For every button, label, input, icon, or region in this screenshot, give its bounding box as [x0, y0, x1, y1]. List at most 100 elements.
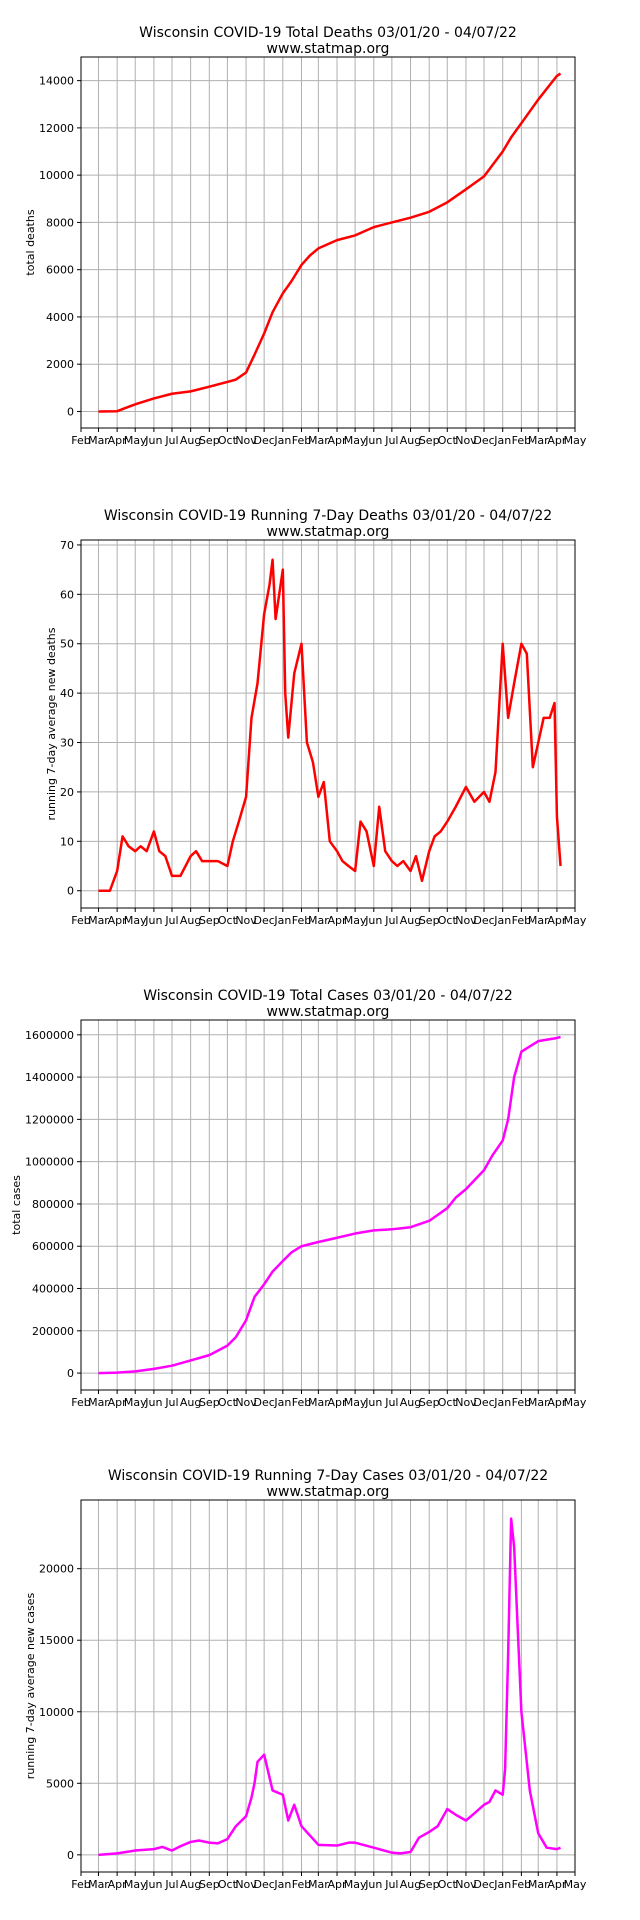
x-tick-label: Dec: [253, 1878, 274, 1891]
y-tick-label: 10000: [39, 1706, 74, 1719]
chart-title: Wisconsin COVID-19 Total Deaths 03/01/20…: [139, 25, 517, 41]
x-tick-label: Jun: [144, 434, 162, 447]
y-tick-label: 8000: [46, 216, 74, 229]
x-tick-label: Dec: [473, 1878, 494, 1891]
x-tick-label: Apr: [328, 1878, 348, 1891]
x-tick-label: May: [124, 434, 147, 447]
x-tick-label: May: [564, 434, 587, 447]
y-tick-label: 0: [67, 1849, 74, 1862]
x-tick-label: May: [564, 1396, 587, 1409]
plot-frame: [80, 1499, 576, 1873]
x-tick-label: Apr: [547, 434, 567, 447]
y-axis-label: total deaths: [24, 209, 37, 275]
x-tick-label: Sep: [199, 434, 220, 447]
x-tick-label: Feb: [512, 1878, 531, 1891]
x-tick-label: Feb: [292, 434, 311, 447]
y-tick-label: 0: [67, 885, 74, 898]
y-tick-label: 1600000: [25, 1029, 74, 1042]
data-series-line: [98, 558, 562, 892]
x-tick-label: Jan: [273, 434, 291, 447]
x-tick-label: Jan: [493, 914, 511, 927]
x-tick-label: Aug: [180, 914, 201, 927]
x-tick-label: Mar: [88, 1396, 109, 1409]
plot-frame: [80, 1019, 576, 1391]
x-tick-label: Oct: [438, 434, 458, 447]
x-tick-label: Feb: [512, 434, 531, 447]
x-tick-label: Oct: [218, 1396, 238, 1409]
x-tick-label: Mar: [88, 914, 109, 927]
x-tick-label: Dec: [473, 914, 494, 927]
x-tick-label: Mar: [308, 1396, 329, 1409]
x-tick-label: Nov: [235, 1878, 257, 1891]
data-series-line: [98, 1035, 561, 1375]
x-tick-label: Feb: [292, 1396, 311, 1409]
x-tick-label: Dec: [253, 914, 274, 927]
x-tick-label: Aug: [400, 434, 421, 447]
x-tick-label: Mar: [528, 1878, 549, 1891]
chart-subtitle: www.statmap.org: [267, 524, 390, 540]
y-tick-label: 50: [60, 638, 74, 651]
y-tick-label: 15000: [39, 1634, 74, 1647]
x-tick-label: Jul: [384, 1396, 398, 1409]
chart-subtitle: www.statmap.org: [267, 41, 390, 57]
x-tick-label: Oct: [218, 434, 238, 447]
y-tick-label: 600000: [32, 1240, 74, 1253]
x-tick-label: Jan: [493, 1396, 511, 1409]
x-tick-label: Apr: [547, 1878, 567, 1891]
x-tick-label: Jul: [384, 1878, 398, 1891]
x-tick-label: Jan: [273, 1878, 291, 1891]
x-tick-label: Feb: [292, 914, 311, 927]
x-tick-label: Jun: [144, 1878, 162, 1891]
x-tick-label: Dec: [473, 434, 494, 447]
y-tick-label: 0: [67, 405, 74, 418]
y-tick-label: 4000: [46, 311, 74, 324]
x-tick-label: Jun: [364, 1396, 382, 1409]
x-tick-label: Apr: [108, 1878, 128, 1891]
x-tick-label: Sep: [419, 1396, 440, 1409]
x-tick-label: Apr: [108, 434, 128, 447]
y-tick-label: 20000: [39, 1563, 74, 1576]
x-tick-label: Mar: [528, 914, 549, 927]
y-tick-label: 1200000: [25, 1113, 74, 1126]
x-tick-label: Aug: [180, 1396, 201, 1409]
chart-2: Wisconsin COVID-19 Running 7-Day Deaths …: [45, 508, 587, 927]
x-tick-label: Apr: [108, 914, 128, 927]
x-tick-label: Aug: [180, 434, 201, 447]
data-series-line: [98, 1517, 562, 1857]
y-tick-label: 6000: [46, 264, 74, 277]
y-tick-label: 40: [60, 687, 74, 700]
x-tick-label: Nov: [235, 914, 257, 927]
x-tick-label: Sep: [419, 914, 440, 927]
x-tick-label: May: [564, 914, 587, 927]
x-tick-label: Jan: [493, 434, 511, 447]
x-tick-label: May: [124, 1396, 147, 1409]
x-tick-label: Oct: [438, 1396, 458, 1409]
y-tick-label: 12000: [39, 122, 74, 135]
chart-title: Wisconsin COVID-19 Running 7-Day Deaths …: [104, 508, 552, 524]
x-tick-label: Feb: [71, 434, 90, 447]
x-tick-label: May: [564, 1878, 587, 1891]
x-tick-label: May: [344, 1396, 367, 1409]
x-tick-label: Mar: [308, 434, 329, 447]
chart-3: Wisconsin COVID-19 Total Cases 03/01/20 …: [10, 988, 587, 1409]
y-tick-label: 14000: [39, 75, 74, 88]
x-tick-label: Feb: [71, 1396, 90, 1409]
x-tick-label: Oct: [438, 914, 458, 927]
chart-title: Wisconsin COVID-19 Running 7-Day Cases 0…: [108, 1468, 548, 1484]
x-tick-label: Feb: [71, 914, 90, 927]
x-tick-label: Jul: [384, 914, 398, 927]
x-tick-label: Oct: [438, 1878, 458, 1891]
x-tick-label: Feb: [512, 1396, 531, 1409]
data-series-line: [98, 72, 562, 413]
x-tick-label: Nov: [455, 434, 477, 447]
chart-1: Wisconsin COVID-19 Total Deaths 03/01/20…: [24, 25, 587, 447]
x-tick-label: Mar: [88, 1878, 109, 1891]
x-tick-label: Sep: [419, 434, 440, 447]
x-tick-label: Sep: [419, 1878, 440, 1891]
x-tick-label: Jan: [493, 1878, 511, 1891]
y-tick-label: 400000: [32, 1283, 74, 1296]
y-tick-label: 0: [67, 1367, 74, 1380]
x-tick-label: Apr: [328, 914, 348, 927]
y-tick-label: 1000000: [25, 1156, 74, 1169]
